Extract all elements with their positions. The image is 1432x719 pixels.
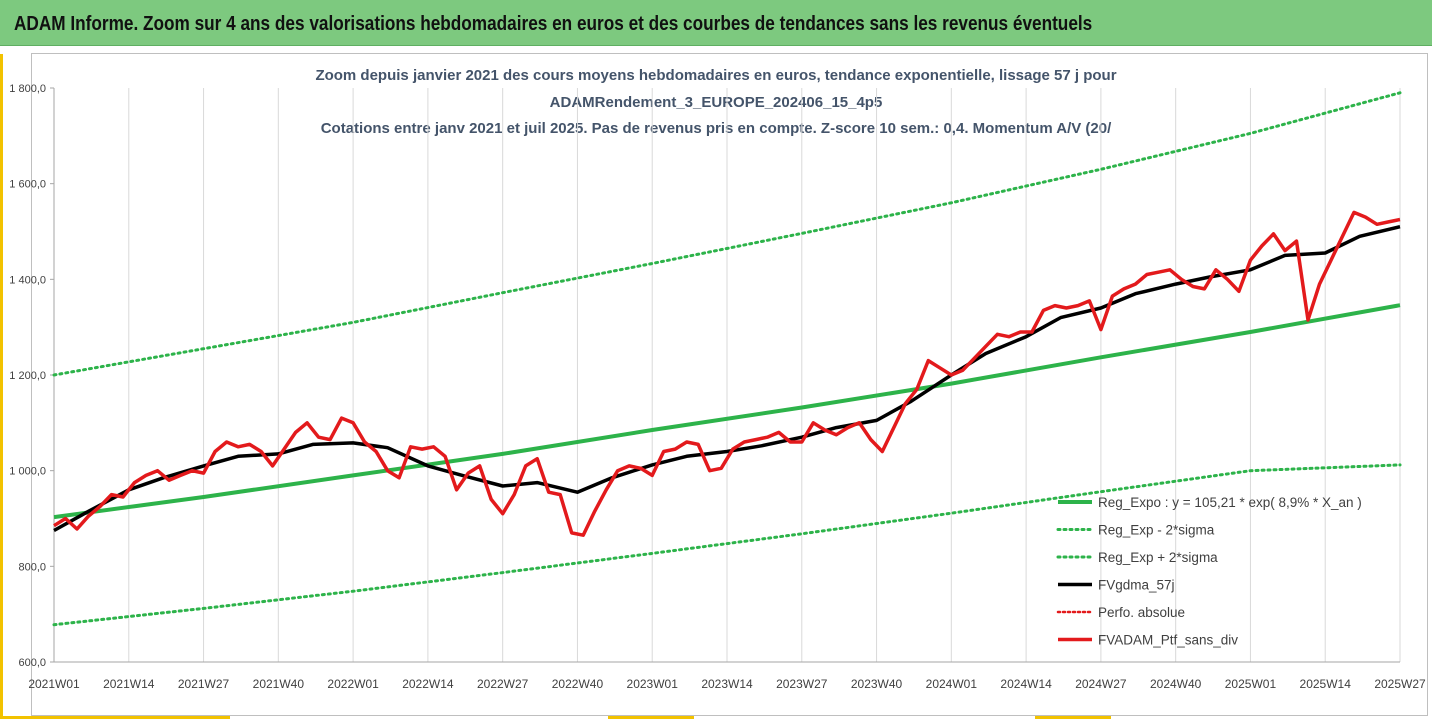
x-tick-label: 2025W14 xyxy=(1300,677,1352,691)
x-tick-label: 2025W01 xyxy=(1225,677,1277,691)
x-tick-label: 2022W27 xyxy=(477,677,529,691)
legend-entry-5: Perfo. absolue xyxy=(1098,605,1185,620)
legend-entry-4: FVgdma_57j xyxy=(1098,578,1175,593)
x-tick-label: 2021W27 xyxy=(178,677,230,691)
y-tick-label: 600,0 xyxy=(18,657,46,669)
decorative-bar-left xyxy=(0,54,3,719)
series-fvgdma-57j xyxy=(53,224,1401,533)
series-fvadam-ptf xyxy=(53,210,1401,537)
legend-entry-6: FVADAM_Ptf_sans_div xyxy=(1098,633,1238,648)
chart-frame xyxy=(31,53,1428,716)
x-tick-label: 2022W14 xyxy=(402,677,454,691)
x-tick-label: 2022W01 xyxy=(327,677,379,691)
series-reg-exp-plus-2sigma xyxy=(52,91,1402,377)
x-tick-label: 2023W40 xyxy=(851,677,903,691)
legend-entry-3: Reg_Exp + 2*sigma xyxy=(1098,550,1218,565)
legend-entry-1: Reg_Expo : y = 105,21 * exp( 8,9% * X_an… xyxy=(1098,495,1362,510)
y-tick-label: 1 200,0 xyxy=(9,370,46,382)
x-tick-label: 2024W40 xyxy=(1150,677,1202,691)
y-tick-label: 800,0 xyxy=(18,561,46,573)
chart-title-line-3: Cotations entre janv 2021 et juil 2025. … xyxy=(321,120,1112,137)
x-tick-label: 2021W01 xyxy=(28,677,80,691)
decorative-bar-bottom-right xyxy=(1035,716,1111,719)
series-reg-expo xyxy=(53,303,1401,520)
legend-entry-2: Reg_Exp - 2*sigma xyxy=(1098,523,1215,538)
series-reg-exp-minus-2sigma xyxy=(52,463,1402,627)
x-tick-label: 2024W27 xyxy=(1075,677,1127,691)
chart-title-line-2: ADAMRendement_3_EUROPE_202406_15_4p5 xyxy=(550,94,883,111)
y-tick-label: 1 000,0 xyxy=(9,466,46,478)
y-tick-label: 1 400,0 xyxy=(9,274,46,286)
x-tick-label: 2023W27 xyxy=(776,677,828,691)
x-tick-label: 2023W01 xyxy=(627,677,679,691)
x-tick-label: 2021W14 xyxy=(103,677,155,691)
decorative-bar-bottom-mid xyxy=(608,716,694,719)
x-tick-label: 2024W01 xyxy=(926,677,978,691)
x-tick-label: 2024W14 xyxy=(1000,677,1052,691)
x-tick-label: 2021W40 xyxy=(253,677,305,691)
y-tick-label: 1 800,0 xyxy=(9,83,46,95)
x-tick-label: 2023W14 xyxy=(701,677,753,691)
chart-title-line-1: Zoom depuis janvier 2021 des cours moyen… xyxy=(315,67,1116,84)
y-tick-label: 1 600,0 xyxy=(9,179,46,191)
banner-title: ADAM Informe. Zoom sur 4 ans des valoris… xyxy=(14,13,1093,35)
x-tick-label: 2022W40 xyxy=(552,677,604,691)
decorative-bar-bottom-left xyxy=(0,716,230,719)
x-tick-label: 2025W27 xyxy=(1374,677,1426,691)
banner: ADAM Informe. Zoom sur 4 ans des valoris… xyxy=(0,0,1432,46)
